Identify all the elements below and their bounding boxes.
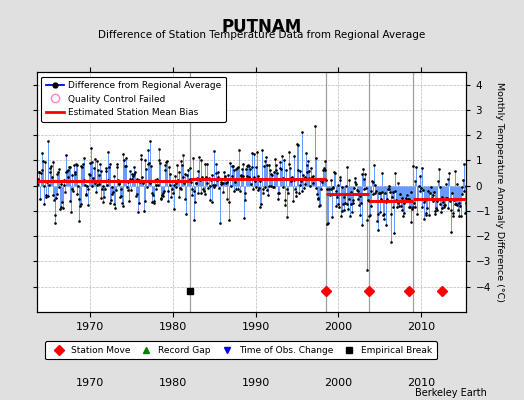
Text: Berkeley Earth: Berkeley Earth <box>416 388 487 398</box>
Text: 2010: 2010 <box>407 378 435 388</box>
Legend: Difference from Regional Average, Quality Control Failed, Estimated Station Mean: Difference from Regional Average, Qualit… <box>41 76 226 122</box>
Text: Difference of Station Temperature Data from Regional Average: Difference of Station Temperature Data f… <box>99 30 425 40</box>
Text: 1980: 1980 <box>159 378 187 388</box>
Text: 1990: 1990 <box>242 378 270 388</box>
Text: PUTNAM: PUTNAM <box>222 18 302 36</box>
Y-axis label: Monthly Temperature Anomaly Difference (°C): Monthly Temperature Anomaly Difference (… <box>495 82 504 302</box>
Text: 1970: 1970 <box>77 378 104 388</box>
Text: 2000: 2000 <box>324 378 352 388</box>
Legend: Station Move, Record Gap, Time of Obs. Change, Empirical Break: Station Move, Record Gap, Time of Obs. C… <box>46 342 436 360</box>
